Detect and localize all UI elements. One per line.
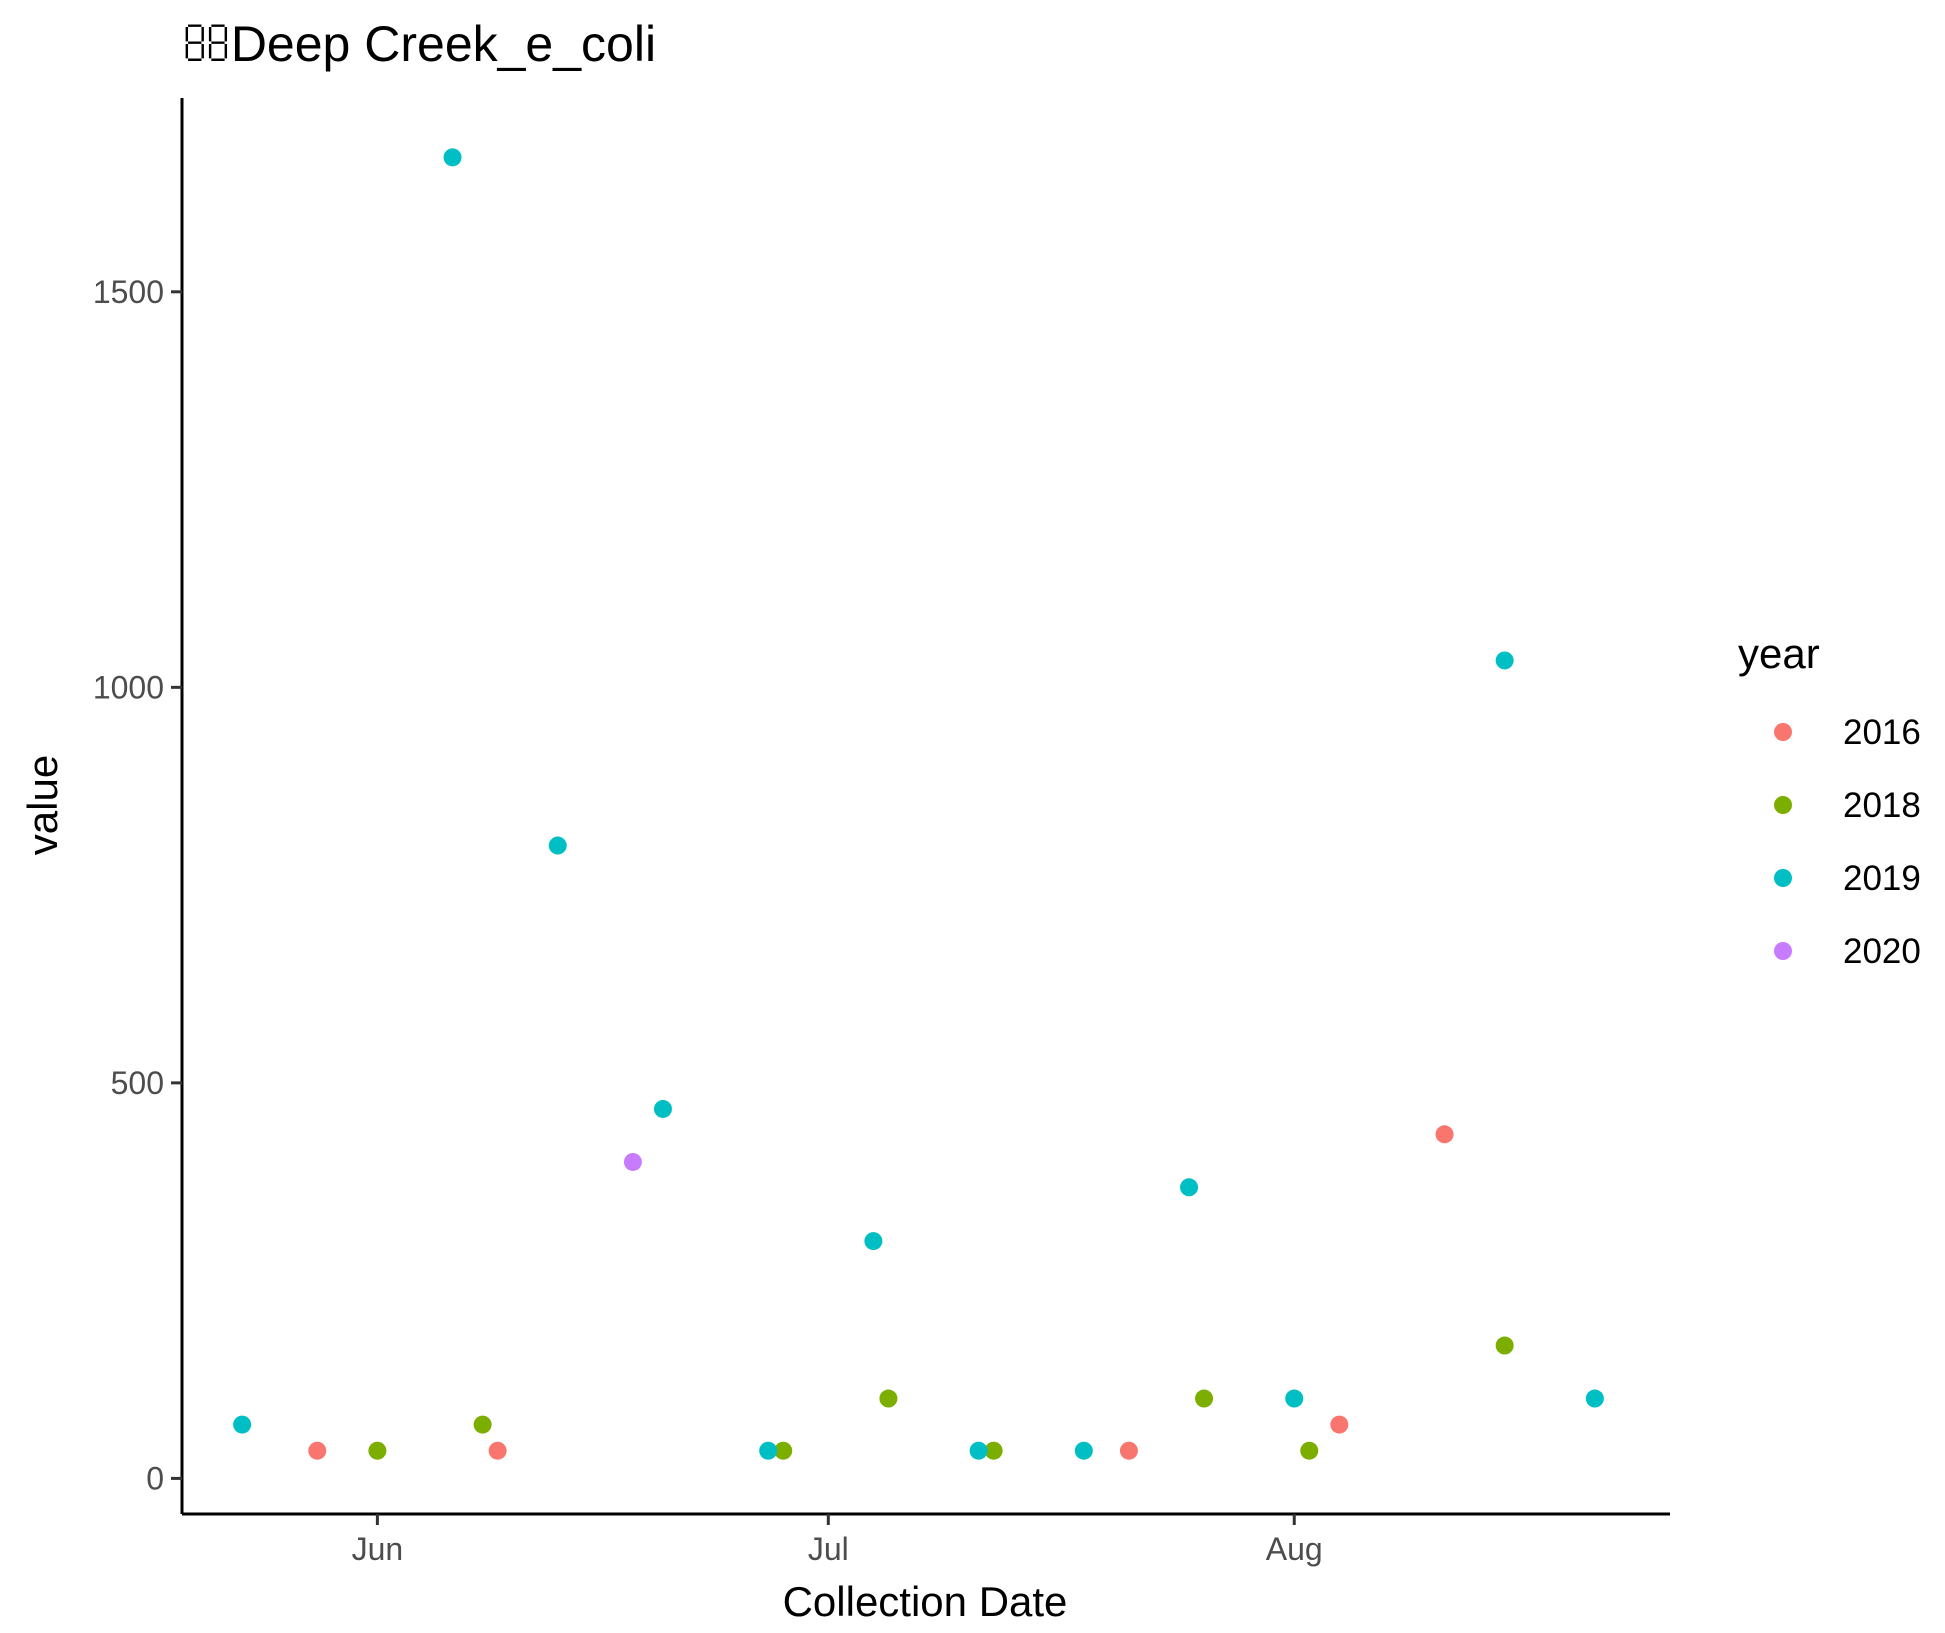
data-point (759, 1441, 778, 1460)
x-axis: Jun Jul Aug (182, 1512, 1670, 1567)
chart-title: Deep Creek_e_coli (182, 16, 656, 72)
data-point (233, 1415, 252, 1434)
legend-key (1774, 869, 1792, 887)
legend-item: 2020 (1774, 932, 1921, 971)
data-point (984, 1441, 1003, 1460)
x-tick-label: Jul (808, 1531, 849, 1567)
legend-item: 2018 (1774, 786, 1921, 825)
y-axis-title: value (19, 755, 66, 855)
y-tick-label: 0 (146, 1460, 164, 1496)
data-point (653, 1099, 672, 1118)
data-point (1495, 651, 1514, 670)
data-point (864, 1232, 883, 1251)
legend-key (1774, 942, 1792, 960)
y-tick-label: 1500 (93, 274, 164, 310)
data-point (879, 1389, 898, 1408)
data-point (368, 1441, 387, 1460)
data-point (548, 836, 567, 855)
y-tick-label: 500 (111, 1065, 164, 1101)
x-tick-label: Jun (352, 1531, 404, 1567)
legend-title: year (1738, 630, 1820, 677)
legend-key (1774, 796, 1792, 814)
data-points (233, 148, 1604, 1460)
data-point (1119, 1441, 1138, 1460)
data-point (1180, 1178, 1199, 1197)
data-point (443, 148, 462, 167)
data-point (1074, 1441, 1093, 1460)
data-point (1495, 1336, 1514, 1355)
legend-label: 2016 (1843, 713, 1921, 752)
legend-item: 2019 (1774, 859, 1921, 898)
legend: year 2016 2018 2019 2020 (1738, 630, 1921, 971)
data-point (1435, 1125, 1454, 1144)
x-tick-label: Aug (1266, 1531, 1323, 1567)
legend-label: 2020 (1843, 932, 1921, 971)
data-point (488, 1441, 507, 1460)
data-point (623, 1152, 642, 1171)
data-point (1195, 1389, 1214, 1408)
legend-item: 2016 (1774, 713, 1921, 752)
data-point (774, 1441, 793, 1460)
legend-label: 2019 (1843, 859, 1921, 898)
data-point (1330, 1415, 1349, 1434)
data-point (969, 1441, 988, 1460)
x-axis-title: Collection Date (783, 1578, 1068, 1625)
data-point (473, 1415, 492, 1434)
y-axis: 0 500 1000 1500 (93, 98, 184, 1514)
legend-label: 2018 (1843, 786, 1921, 825)
data-point (1285, 1389, 1304, 1408)
legend-key (1774, 723, 1792, 741)
data-point (308, 1441, 327, 1460)
data-point (1585, 1389, 1604, 1408)
data-point (1300, 1441, 1319, 1460)
y-tick-label: 1000 (93, 669, 164, 705)
